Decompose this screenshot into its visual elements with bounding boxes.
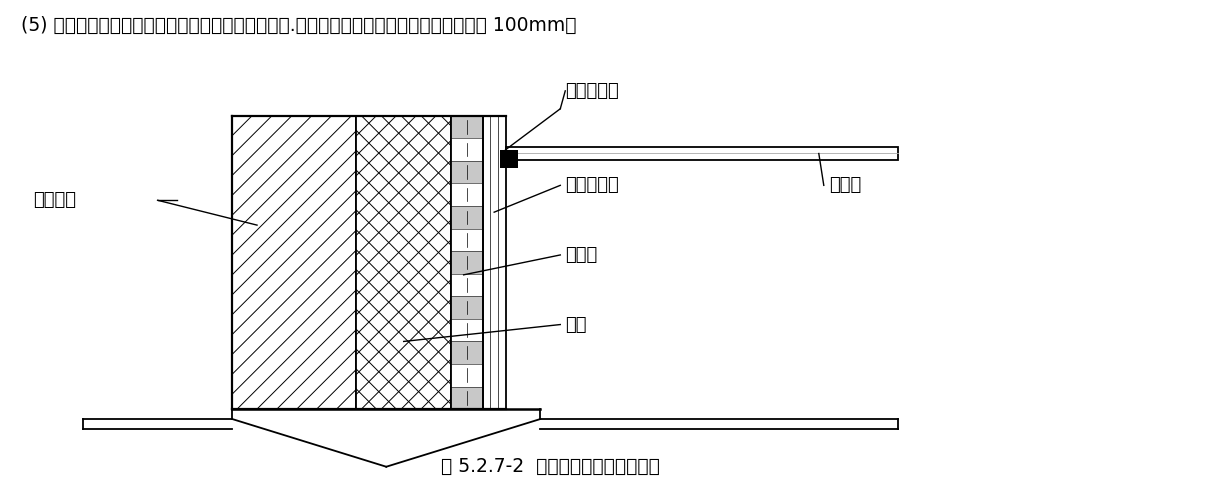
Bar [451,319,483,342]
Bar [500,150,518,168]
Bar [451,274,483,296]
Bar [451,251,483,274]
Bar [451,342,483,364]
Text: 无机预涂板: 无机预涂板 [565,176,619,195]
Text: 基层墙体: 基层墙体 [33,191,77,209]
Bar [451,206,483,228]
Bar [451,228,483,251]
Bar [451,138,483,161]
Bar [451,183,483,206]
Bar [451,364,483,387]
Text: 粘合剂: 粘合剂 [565,246,598,264]
Bar [451,116,483,138]
Bar [451,296,483,319]
Text: 图 5.2.7-2  无机预涂板与吊顶板节点: 图 5.2.7-2 无机预涂板与吊顶板节点 [440,457,660,476]
Text: (5) 无机预涂板与顶棚交界处的缝隙采用密封胶处理.无机预涂板的安装高度要高于吊顶高度 100mm。: (5) 无机预涂板与顶棚交界处的缝隙采用密封胶处理.无机预涂板的安装高度要高于吊… [22,16,577,35]
Bar [356,116,451,409]
Bar [505,147,898,161]
Bar [451,387,483,409]
Text: 底板: 底板 [565,316,587,334]
Text: 吊顶板: 吊顶板 [828,176,861,195]
Text: 硅酮密封胶: 硅酮密封胶 [565,82,619,100]
Bar [451,161,483,183]
Bar [232,116,356,409]
Bar [483,116,505,409]
